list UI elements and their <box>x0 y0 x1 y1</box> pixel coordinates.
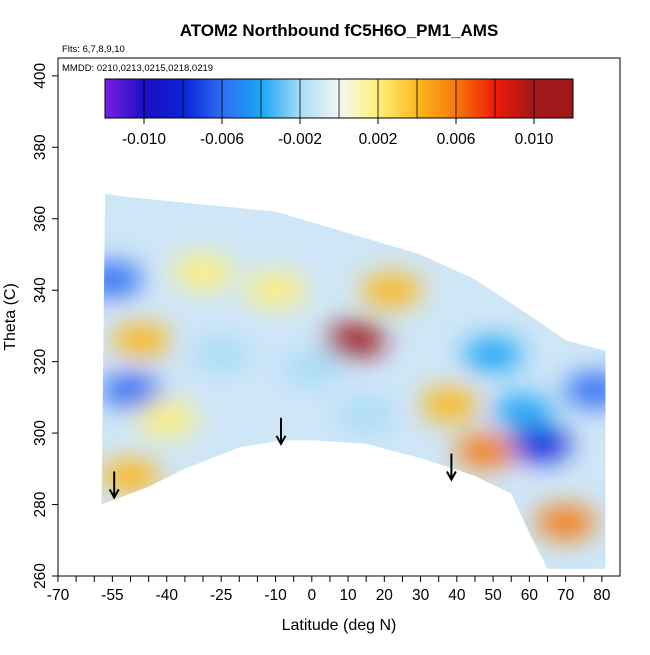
x-tick-label: 10 <box>339 587 357 604</box>
colorbar-tick-label: 0.010 <box>515 131 554 148</box>
y-tick-label: 360 <box>32 205 49 231</box>
field-feature <box>245 273 306 308</box>
colorbar-tick-label: -0.002 <box>278 131 322 148</box>
field-feature <box>101 373 161 408</box>
colorbar-tick-label: 0.002 <box>359 131 398 148</box>
field-feature <box>419 387 480 422</box>
x-tick-label: 70 <box>557 587 575 604</box>
field-feature <box>111 323 172 358</box>
x-tick-label: 80 <box>593 587 611 604</box>
field-feature <box>564 373 606 408</box>
y-tick-label: 280 <box>32 491 49 517</box>
x-axis: -70 -55 -40 -25 -10 0 10 20 30 40 50 60 70 80 <box>47 576 611 604</box>
y-tick-label: 400 <box>32 63 49 89</box>
colorbar-segment <box>183 79 223 118</box>
x-tick-label: 50 <box>484 587 502 604</box>
field-feature <box>191 337 252 372</box>
x-tick-label: -40 <box>156 587 179 604</box>
field-feature <box>492 394 553 429</box>
down-arrow <box>275 417 287 446</box>
field-feature <box>101 262 143 297</box>
field-feature <box>361 273 422 308</box>
plot-frame <box>57 57 621 577</box>
x-tick-label: 0 <box>307 587 316 604</box>
field-feature <box>101 458 161 493</box>
colorbar-tick-label: 0.006 <box>437 131 476 148</box>
y-tick-label: 300 <box>32 420 49 446</box>
x-tick-label: -25 <box>210 587 232 604</box>
x-axis-label: Latitude (deg N) <box>282 617 397 634</box>
field-feature <box>281 351 342 386</box>
flights-annotation: Flts: 6,7,8,9,10 <box>62 44 125 55</box>
colorbar-tick-label: -0.010 <box>122 131 166 148</box>
colorbar-segment <box>417 79 457 118</box>
down-arrow <box>446 453 457 482</box>
colorbar-segment <box>378 79 418 118</box>
colorbar-segment <box>261 79 301 118</box>
y-axis: 260 280 300 320 340 360 380 400 <box>32 63 58 589</box>
colorbar-tick-label: -0.006 <box>200 131 244 148</box>
arrow-markers <box>108 417 457 500</box>
field-feature <box>136 401 197 436</box>
colorbar-segment <box>144 79 184 118</box>
x-tick-label: -10 <box>264 587 287 604</box>
colorbar-frame <box>104 78 574 119</box>
colorbar-segment <box>495 79 535 118</box>
field-feature <box>510 426 571 461</box>
colorbar: -0.010 -0.006 -0.002 0.002 0.006 0.010 <box>104 78 574 148</box>
field-feature <box>173 255 234 290</box>
x-tick-label: 40 <box>448 587 466 604</box>
field-feature <box>535 505 596 540</box>
y-tick-label: 320 <box>32 348 49 374</box>
colorbar-segment <box>534 79 574 118</box>
y-tick-label: 380 <box>32 134 49 160</box>
chart-title: ATOM2 Northbound fC5H6O_PM1_AMS <box>180 21 499 40</box>
colorbar-segment <box>300 79 340 118</box>
y-tick-label: 260 <box>32 563 49 589</box>
x-tick-label: -55 <box>101 587 123 604</box>
down-arrow <box>108 471 120 500</box>
field-feature <box>325 323 386 358</box>
colorbar-segment <box>105 79 145 118</box>
field-feature <box>463 337 524 372</box>
x-tick-label: 30 <box>412 587 430 604</box>
colorbar-segment <box>222 79 262 118</box>
y-tick-label: 340 <box>32 277 49 303</box>
field-feature <box>455 433 516 468</box>
x-tick-label: 60 <box>521 587 539 604</box>
dates-annotation: MMDD: 0210,0213,0215,0218,0219 <box>62 63 213 74</box>
colorbar-segment <box>456 79 496 118</box>
y-axis-label: Theta (C) <box>2 283 19 351</box>
field-feature <box>336 398 397 433</box>
x-tick-label: -70 <box>47 587 70 604</box>
x-tick-label: 20 <box>376 587 394 604</box>
colorbar-segment <box>339 79 379 118</box>
